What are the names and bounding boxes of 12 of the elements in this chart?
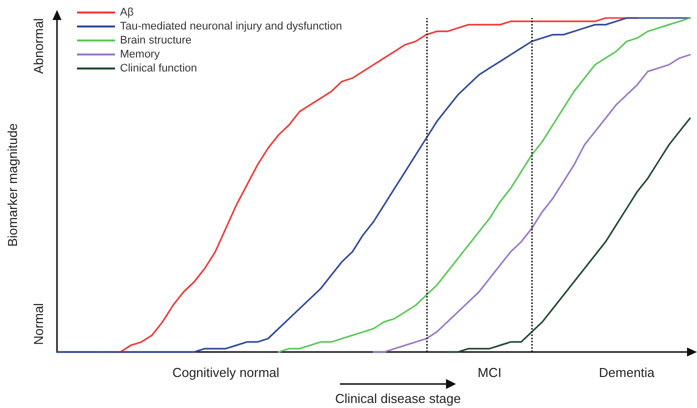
x-tick-label: MCI [478,365,502,380]
text: Normal [31,302,46,345]
legend-label: Tau-mediated neuronal injury and dysfunction [120,20,342,32]
legend-label: Aβ [120,6,134,18]
legend-label: Brain structure [120,34,192,46]
text: Abnormal [31,18,46,74]
x-tick-label: Cognitively normal [172,365,280,380]
y-axis-title: Biomarker magnitude [5,123,20,247]
x-axis-title: Clinical disease stage [335,391,461,406]
legend-label: Memory [120,48,160,60]
legend-label: Clinical function [120,62,198,74]
x-tick-label: Dementia [598,365,656,380]
